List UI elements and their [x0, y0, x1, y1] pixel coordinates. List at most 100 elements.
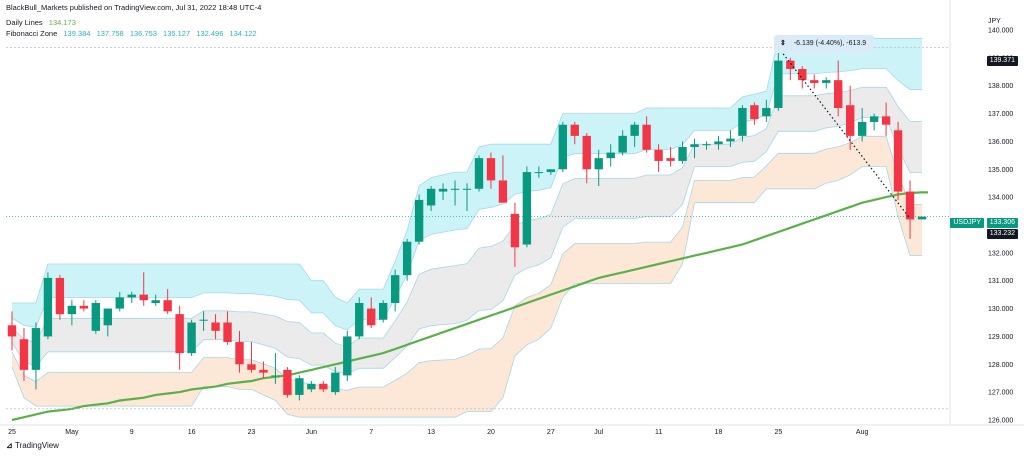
- fib-band-2: [12, 136, 922, 418]
- candle-body-21: [259, 369, 268, 373]
- candle-body-5: [67, 305, 77, 315]
- candle-body-52: [630, 124, 639, 136]
- candle-body-62: [750, 105, 759, 120]
- candle-body-1: [19, 339, 29, 370]
- last-price-tag: 133.306: [986, 218, 1018, 228]
- candle-body-27: [331, 372, 340, 393]
- fib-line-4: [11, 135, 922, 391]
- candle-body-30: [367, 308, 376, 326]
- candle-body-57: [690, 144, 699, 147]
- candle-body-2: [31, 328, 41, 370]
- candle-body-50: [606, 152, 615, 159]
- x-tick-label: 7: [369, 429, 373, 436]
- candle-body-60: [726, 138, 735, 142]
- candle-body-17: [211, 322, 220, 331]
- candle-body-15: [187, 322, 196, 354]
- candle-body-29: [355, 303, 364, 337]
- y-tick-label: 135.000: [988, 167, 1013, 174]
- candle-body-42: [510, 213, 520, 248]
- candle-body-58: [702, 144, 711, 146]
- candle-body-28: [343, 336, 352, 376]
- candle-body-22: [271, 375, 280, 377]
- x-tick-label: 9: [130, 429, 134, 436]
- candle-body-23: [283, 369, 292, 395]
- candle-body-0: [7, 325, 17, 337]
- candle-body-44: [534, 172, 544, 174]
- candle-body-11: [139, 294, 148, 301]
- candle-body-73: [881, 116, 891, 125]
- candle-body-33: [402, 241, 412, 276]
- y-tick-label: 134.000: [988, 195, 1013, 202]
- y-tick-label: 137.000: [988, 111, 1013, 118]
- fib-label: Fibonacci Zone: [6, 29, 58, 38]
- candle-body-61: [738, 108, 747, 136]
- y-tick-label: 127.000: [988, 390, 1013, 397]
- candle-body-55: [666, 158, 675, 161]
- candle-body-75: [905, 191, 915, 220]
- candle-body-67: [810, 80, 819, 83]
- candle-body-20: [247, 364, 256, 370]
- candle-body-56: [678, 147, 687, 161]
- candle-body-36: [438, 188, 448, 192]
- measure-tooltip: ⇕ -6.139 (-4.40%), -613.9: [774, 35, 874, 53]
- tradingview-brand: TradingView: [14, 441, 59, 450]
- tradingview-logo: ⊿ TradingView: [6, 441, 59, 450]
- high-price-tag: 139.371: [986, 56, 1018, 66]
- candle-body-14: [175, 314, 184, 354]
- symbol-tag: USDJPY: [950, 218, 984, 228]
- daily-lines-legend: Daily Lines 134.173: [6, 18, 80, 27]
- daily-lines-label: Daily Lines: [6, 18, 43, 27]
- candle-body-68: [822, 80, 831, 83]
- publisher-line: BlackBull_Markets published on TradingVi…: [6, 3, 262, 12]
- candle-body-40: [486, 158, 496, 181]
- candle-body-39: [474, 158, 484, 189]
- fib-line-0: [12, 38, 922, 304]
- candle-body-38: [462, 188, 472, 190]
- fib-band-1: [12, 87, 922, 374]
- y-tick-label: 136.000: [988, 139, 1013, 146]
- candle-body-35: [426, 188, 436, 206]
- y-tick-label: 138.000: [988, 83, 1013, 90]
- candle-body-3: [43, 277, 53, 337]
- candle-body-76: [917, 216, 927, 220]
- fib-line-2: [11, 86, 922, 348]
- candle-body-48: [582, 135, 591, 170]
- x-tick-label: 16: [188, 429, 196, 436]
- y-axis-unit: JPY: [988, 18, 1001, 25]
- candle-body-74: [893, 130, 903, 192]
- candle-body-63: [762, 108, 771, 117]
- fib-legend: Fibonacci Zone 139.384 137.758 136.753 1…: [6, 29, 261, 38]
- close-price-tag: 133.232: [986, 229, 1018, 239]
- candle-body-51: [618, 135, 627, 153]
- fib-value-1: 137.758: [96, 29, 124, 38]
- candle-body-6: [79, 305, 89, 309]
- x-tick-label: 20: [487, 429, 495, 436]
- x-tick-label: 11: [655, 429, 662, 436]
- candle-body-64: [774, 60, 783, 108]
- x-tick-label: 18: [715, 429, 723, 436]
- candle-body-43: [522, 172, 532, 245]
- x-tick-label: Jun: [306, 429, 317, 436]
- measure-icon: ⇕: [780, 40, 786, 47]
- candle-body-10: [127, 294, 136, 298]
- y-tick-label: 132.000: [988, 250, 1013, 257]
- x-tick-label: 13: [427, 429, 435, 436]
- candle-body-31: [379, 303, 388, 320]
- x-tick-label: 23: [248, 429, 256, 436]
- candle-body-45: [546, 169, 556, 173]
- y-tick-label: 129.000: [988, 334, 1013, 341]
- x-tick-label: Jul: [594, 429, 603, 436]
- candle-body-9: [115, 297, 124, 309]
- candle-body-37: [450, 188, 460, 190]
- candle-body-69: [834, 80, 843, 108]
- y-tick-label: 128.000: [988, 362, 1013, 369]
- candle-body-26: [319, 383, 328, 390]
- candle-body-16: [199, 319, 208, 321]
- fib-value-5: 134.122: [229, 29, 257, 38]
- fib-value-2: 136.753: [129, 29, 157, 38]
- x-tick-label: 27: [547, 429, 555, 436]
- x-axis: 25 May 9 16 23 Jun 7 13 20 27 Jul 11 18 25 Aug: [0, 424, 1024, 436]
- x-tick-label: May: [65, 429, 79, 436]
- candle-body-54: [654, 149, 663, 161]
